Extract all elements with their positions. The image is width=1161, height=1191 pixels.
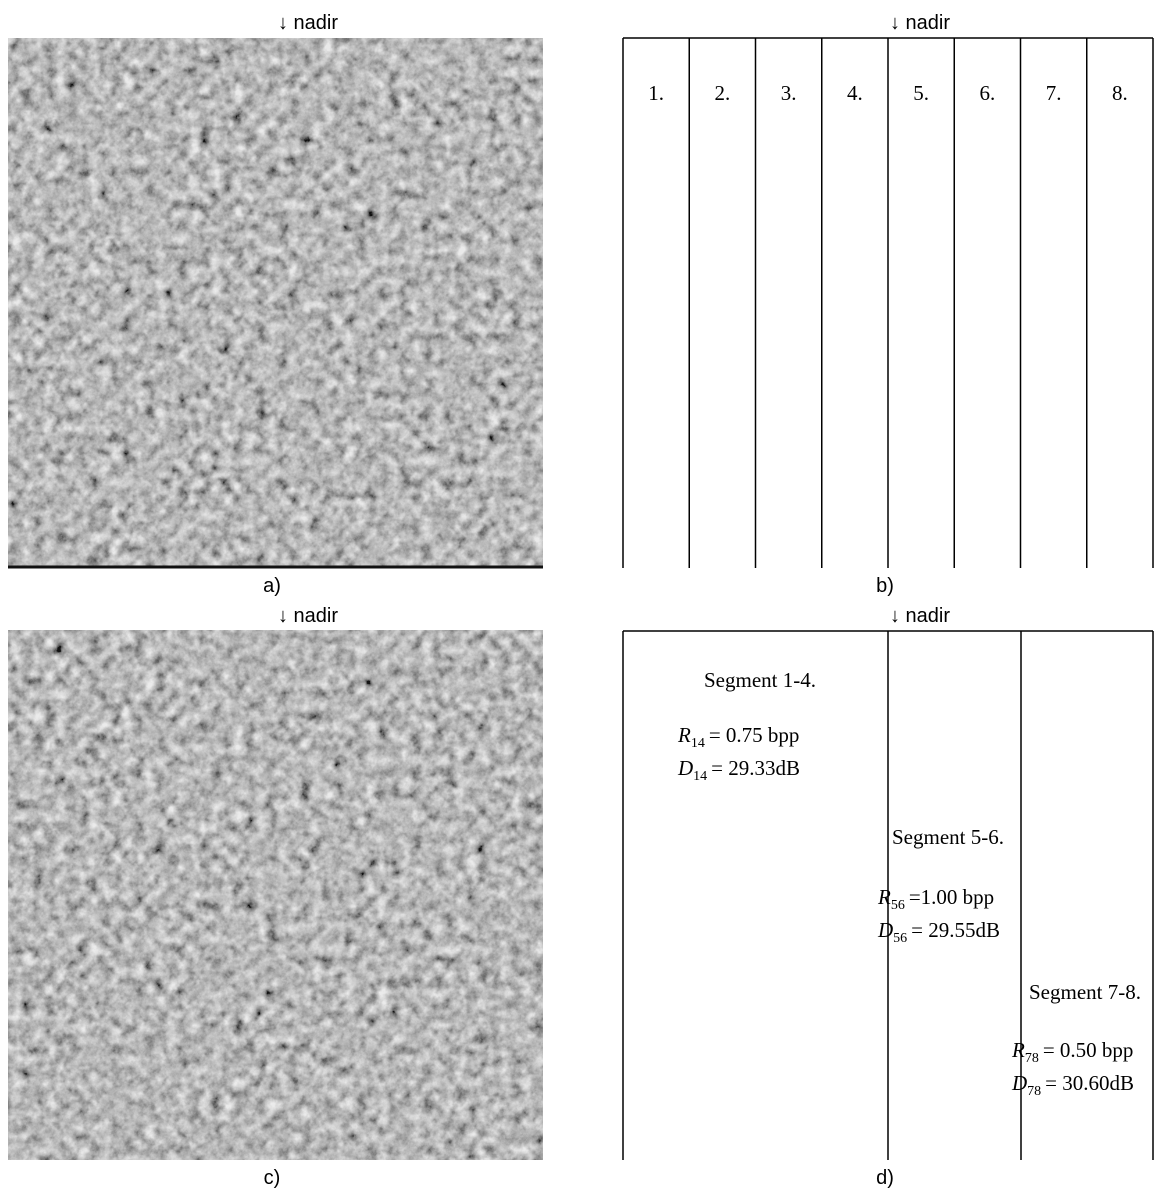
strip-number: 5. <box>913 81 929 105</box>
strip-number: 6. <box>980 81 996 105</box>
formula-value: = 30.60dB <box>1045 1071 1134 1095</box>
subscript: 56 <box>891 898 905 913</box>
subscript: 14 <box>693 769 707 784</box>
caption: b) <box>876 575 894 597</box>
subscript: 78 <box>1025 1051 1039 1066</box>
formula-value: = 0.50 bpp <box>1043 1038 1134 1062</box>
nadir-label: ↓ nadir <box>278 12 338 34</box>
subscript: 78 <box>1027 1084 1041 1099</box>
symbol: R <box>1011 1038 1025 1062</box>
formula: R56 =1.00 bpp <box>877 885 994 913</box>
subscript: 56 <box>893 931 907 946</box>
nadir-label: ↓ nadir <box>278 605 338 627</box>
symbol: R <box>877 885 891 909</box>
caption: c) <box>264 1167 281 1189</box>
aerial-texture <box>8 630 543 1160</box>
formula: D14 = 29.33dB <box>677 756 800 784</box>
strip-number: 7. <box>1046 81 1062 105</box>
symbol: D <box>1011 1071 1027 1095</box>
figure: ↓ nadir a) ↓ nadir 1. 2. 3. 4. 5. 6. 7. 8. b) ↓… <box>0 0 1161 1191</box>
strip-number: 1. <box>648 81 664 105</box>
subscript: 14 <box>691 736 705 751</box>
formula: R78 = 0.50 bpp <box>1011 1038 1133 1066</box>
strip-number: 4. <box>847 81 863 105</box>
segment-title: Segment 5-6. <box>892 825 1004 849</box>
strip-number: 3. <box>781 81 797 105</box>
formula: D56 = 29.55dB <box>877 918 1000 946</box>
segment-title: Segment 7-8. <box>1029 980 1141 1004</box>
strip-number: 8. <box>1112 81 1128 105</box>
aerial-texture <box>8 38 543 568</box>
nadir-label: ↓ nadir <box>890 12 950 34</box>
formula-value: = 29.33dB <box>711 756 800 780</box>
formula: R14 = 0.75 bpp <box>677 723 799 751</box>
segment-title: Segment 1-4. <box>704 668 816 692</box>
symbol: R <box>677 723 691 747</box>
symbol: D <box>877 918 893 942</box>
caption: d) <box>876 1167 894 1189</box>
nadir-label: ↓ nadir <box>890 605 950 627</box>
symbol: D <box>677 756 693 780</box>
formula-value: = 0.75 bpp <box>709 723 800 747</box>
caption: a) <box>263 575 281 597</box>
formula: D78 = 30.60dB <box>1011 1071 1134 1099</box>
formula-value: =1.00 bpp <box>909 885 994 909</box>
formula-value: = 29.55dB <box>911 918 1000 942</box>
strip-number: 2. <box>715 81 731 105</box>
strip-diagram: 1. 2. 3. 4. 5. 6. 7. 8. <box>623 38 1153 568</box>
